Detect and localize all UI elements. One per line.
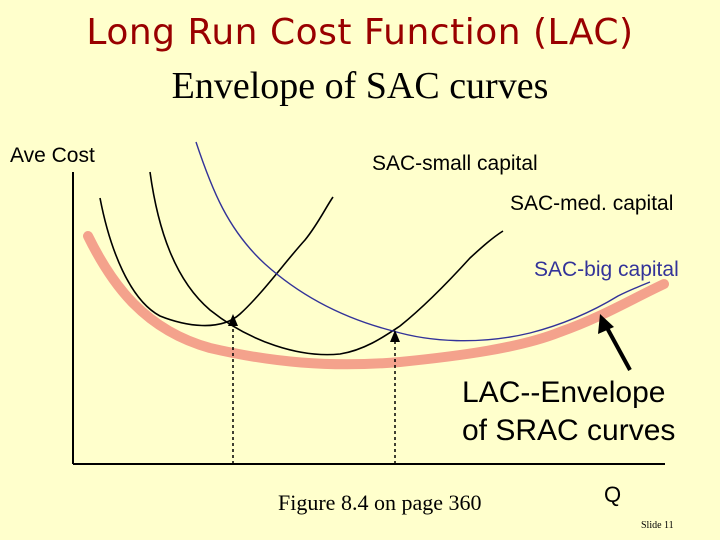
tangency-arrowhead-2 — [390, 330, 400, 342]
sac-big-label: SAC-big capital — [534, 258, 679, 281]
lac-pointer-arrowhead — [598, 314, 614, 334]
lac-curve — [83, 231, 669, 370]
x-axis-label: Q — [604, 482, 622, 507]
lac-pointer-arrow — [604, 325, 632, 371]
slide-title: Long Run Cost Function (LAC) — [86, 12, 634, 53]
slide-number: Slide 11 — [641, 520, 674, 531]
sac-big-curve — [195, 141, 651, 342]
slide-subtitle: Envelope of SAC curves — [171, 65, 549, 107]
figure-caption: Figure 8.4 on page 360 — [278, 490, 482, 515]
y-axis-label: Ave Cost — [10, 144, 95, 167]
sac-med-curve — [149, 171, 504, 356]
sac-med-label: SAC-med. capital — [510, 192, 674, 215]
sac-small-label: SAC-small capital — [372, 152, 538, 175]
tangency-arrowhead-1 — [228, 314, 238, 326]
lac-label-line2: of SRAC curves — [462, 414, 676, 447]
lac-label-line1: LAC--Envelope — [462, 376, 666, 409]
